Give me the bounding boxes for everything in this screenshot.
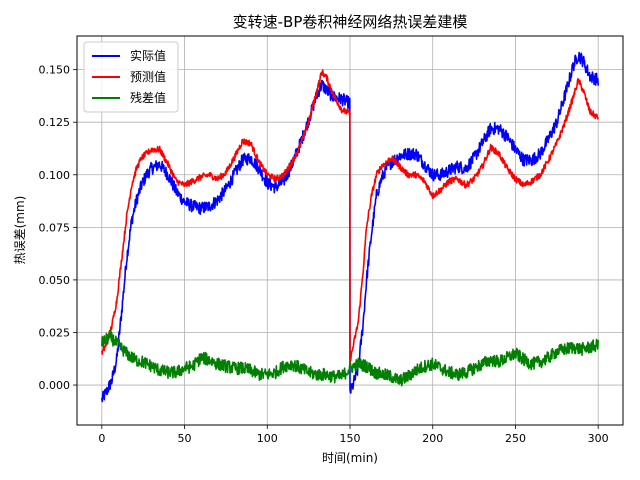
x-tick-label: 300 [588, 432, 609, 445]
y-tick-label: 0.150 [39, 64, 71, 77]
legend-label-actual: 实际值 [130, 48, 166, 63]
x-tick-label: 200 [422, 432, 443, 445]
y-tick-label: 0.050 [39, 274, 71, 287]
x-axis-label: 时间(min) [322, 451, 378, 465]
y-tick-label: 0.075 [39, 221, 71, 234]
y-tick-label: 0.025 [39, 326, 71, 339]
x-tick-label: 0 [98, 432, 105, 445]
ticks: 0 50 100 150 200 250 300 0.000 0.025 0.050 0.075 0.… [39, 64, 609, 445]
series-line-residual [101, 329, 599, 387]
x-tick-label: 100 [257, 432, 278, 445]
y-axis-label: 热误差(mm) [13, 196, 27, 265]
x-tick-label: 150 [340, 432, 361, 445]
x-tick-label: 50 [178, 432, 192, 445]
series-line-predicted [101, 69, 599, 363]
chart-title: 变转速-BP卷积神经网络热误差建模 [233, 13, 468, 31]
legend-label-predicted: 预测值 [130, 69, 166, 84]
x-tick-label: 250 [505, 432, 526, 445]
y-tick-label: 0.000 [39, 379, 71, 392]
series-layer [101, 51, 599, 403]
y-tick-label: 0.100 [39, 169, 71, 182]
legend-label-residual: 残差值 [130, 90, 166, 105]
legend: 实际值 预测值 残差值 [83, 41, 179, 113]
y-tick-label: 0.125 [39, 116, 71, 129]
legend-box [83, 41, 179, 113]
